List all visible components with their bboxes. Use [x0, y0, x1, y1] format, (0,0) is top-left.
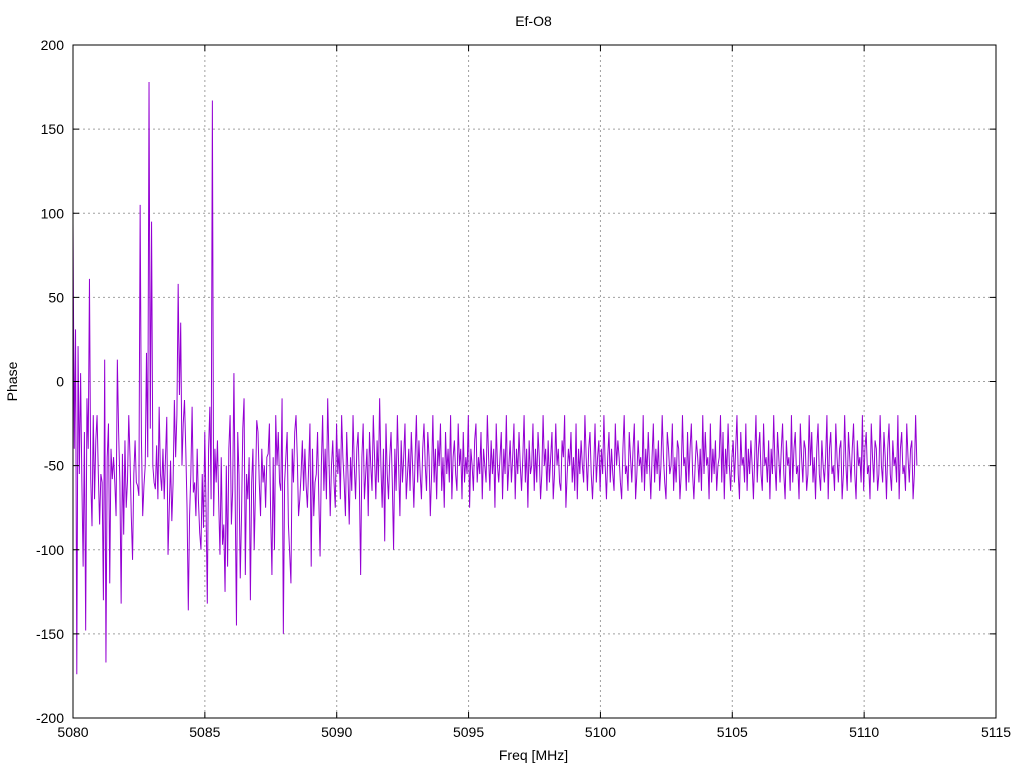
y-tick-label: -150 — [36, 626, 64, 642]
y-tick-label: -200 — [36, 710, 64, 726]
y-tick-label: 150 — [41, 121, 65, 137]
plot-area — [72, 82, 918, 675]
x-tick-label: 5115 — [981, 724, 1011, 740]
x-axis-label: Freq [MHz] — [499, 747, 568, 763]
x-tick-label: 5095 — [453, 724, 484, 740]
x-tick-label: 5105 — [717, 724, 748, 740]
y-tick-label: 200 — [41, 37, 65, 53]
series-line — [72, 82, 918, 675]
y-tick-label: -100 — [36, 542, 64, 558]
y-axis-ticks: -200 -150 -100 -50 0 50 100 150 200 — [36, 37, 996, 726]
grid — [73, 45, 996, 718]
x-axis-ticks: 5080 5085 5090 5095 5100 5105 5110 5115 — [57, 45, 1011, 740]
x-tick-label: 5085 — [189, 724, 220, 740]
y-tick-label: -50 — [44, 458, 64, 474]
x-tick-label: 5090 — [321, 724, 352, 740]
y-tick-label: 0 — [56, 374, 64, 390]
x-tick-label: 5100 — [585, 724, 616, 740]
x-tick-label: 5110 — [849, 724, 879, 740]
y-tick-label: 50 — [48, 289, 64, 305]
y-axis-label: Phase — [4, 361, 20, 401]
x-tick-label: 5080 — [57, 724, 88, 740]
chart-title: Ef-O8 — [515, 13, 552, 29]
y-tick-label: 100 — [41, 205, 65, 221]
